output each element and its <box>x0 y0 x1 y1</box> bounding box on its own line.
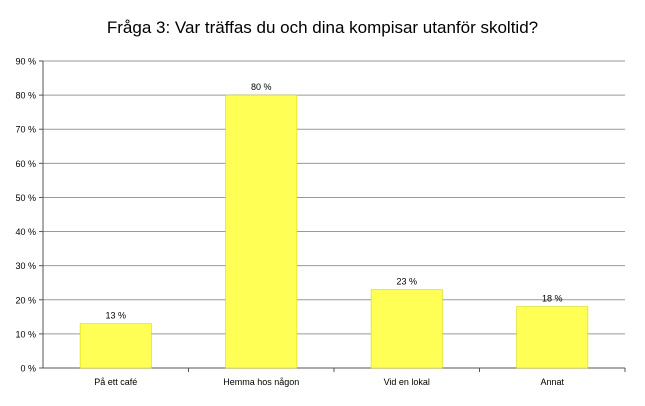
y-tick-label: 80 % <box>15 91 36 101</box>
bar <box>370 289 443 369</box>
chart-title: Fråga 3: Var träffas du och dina kompisa… <box>106 18 539 37</box>
x-tick-label: Hemma hos någon <box>223 377 299 387</box>
y-tick-label: 40 % <box>15 227 36 237</box>
y-tick-label: 0 % <box>20 364 36 374</box>
bar-value-label: 80 % <box>251 82 272 92</box>
y-tick-label: 90 % <box>15 57 36 67</box>
bar <box>79 323 152 369</box>
y-tick-label: 50 % <box>15 193 36 203</box>
bar-value-label: 13 % <box>105 311 126 321</box>
y-tick-label: 30 % <box>15 261 36 271</box>
y-tick-label: 70 % <box>15 125 36 135</box>
x-tick-label: Annat <box>540 377 564 387</box>
bar-value-label: 23 % <box>396 277 417 287</box>
y-tick-label: 20 % <box>15 295 36 305</box>
bar-value-label: 18 % <box>542 294 563 304</box>
y-tick-label: 60 % <box>15 159 36 169</box>
x-tick-label: Vid en lokal <box>384 377 430 387</box>
bar <box>516 306 589 369</box>
bar <box>225 94 298 369</box>
y-tick-label: 10 % <box>15 329 36 339</box>
x-tick-label: På ett café <box>94 377 137 387</box>
